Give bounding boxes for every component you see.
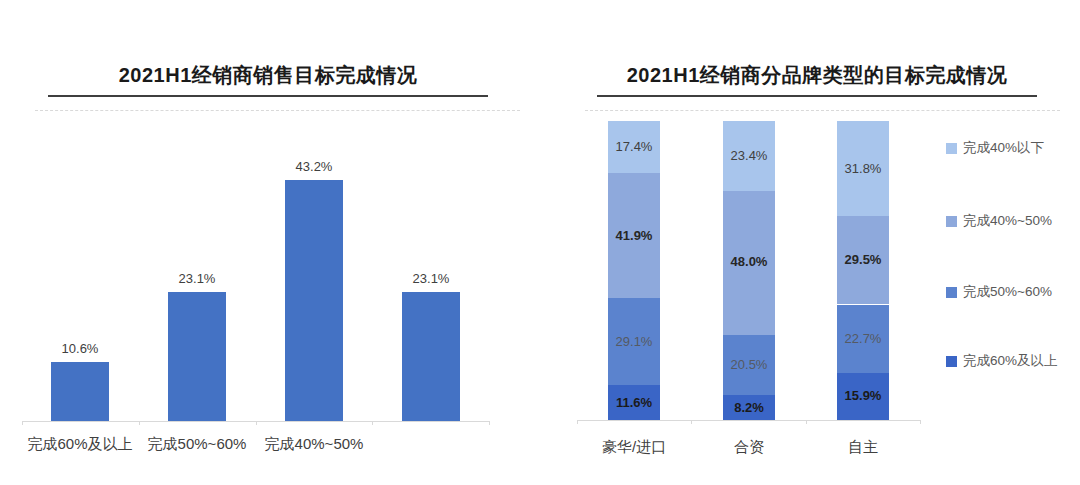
legend-item: 完成50%~60%: [946, 284, 1076, 300]
right-title-underline: [597, 95, 1037, 97]
x-axis-tick: [372, 421, 373, 425]
segment-value-label: 20.5%: [704, 357, 794, 373]
x-axis-tick: [920, 420, 921, 424]
bar-value-label: 23.1%: [152, 271, 242, 287]
legend-swatch: [946, 287, 957, 298]
segment-value-label: 48.0%: [704, 254, 794, 270]
bar-value-label: 43.2%: [269, 159, 359, 175]
legend-swatch: [946, 216, 957, 227]
x-axis-tick: [256, 421, 257, 425]
bar-value-label: 23.1%: [386, 271, 476, 287]
legend-label: 完成50%~60%: [963, 284, 1052, 300]
report-canvas: 2021H1经销商销售目标完成情况 10.6% 完成60%及以上 23.1% 完成50…: [0, 0, 1080, 485]
bar: [285, 180, 343, 421]
legend-label: 完成40%~50%: [963, 213, 1052, 229]
x-axis-tick: [489, 421, 490, 425]
bar: [51, 362, 109, 421]
x-axis-tick: [139, 421, 140, 425]
right-chart-title: 2021H1经销商分品牌类型的目标完成情况: [597, 60, 1037, 90]
segment-value-label: 31.8%: [818, 161, 908, 177]
legend-item: 完成40%~50%: [946, 213, 1076, 229]
legend-item: 完成60%及以上: [946, 353, 1076, 369]
legend-item: 完成40%以下: [946, 140, 1076, 156]
segment-value-label: 22.7%: [818, 331, 908, 347]
segment-value-label: 41.9%: [589, 228, 679, 244]
segment-value-label: 15.9%: [818, 388, 908, 404]
segment-value-label: 29.5%: [818, 252, 908, 268]
right-x-axis-line: [577, 420, 920, 421]
bar: [168, 292, 226, 421]
right-dashed-divider: [585, 110, 1060, 111]
x-axis-tick: [577, 420, 578, 424]
bar-value-label: 10.6%: [35, 341, 125, 357]
left-title-underline: [48, 95, 488, 97]
x-axis-category-label: 自主: [793, 438, 933, 456]
x-axis-tick: [22, 421, 23, 425]
legend-swatch: [946, 143, 957, 154]
legend-label: 完成40%以下: [963, 140, 1044, 156]
bar: [402, 292, 460, 421]
segment-value-label: 17.4%: [589, 139, 679, 155]
left-dashed-divider: [35, 110, 520, 111]
segment-value-label: 11.6%: [589, 395, 679, 411]
x-axis-tick: [806, 420, 807, 424]
segment-value-label: 8.2%: [704, 400, 794, 416]
legend-swatch: [946, 356, 957, 367]
segment-value-label: 23.4%: [704, 148, 794, 164]
x-axis-category-label: 完成40%~50%: [244, 435, 384, 453]
segment-value-label: 29.1%: [589, 334, 679, 350]
x-axis-tick: [691, 420, 692, 424]
legend-label: 完成60%及以上: [963, 353, 1058, 369]
left-chart-title: 2021H1经销商销售目标完成情况: [48, 60, 488, 90]
